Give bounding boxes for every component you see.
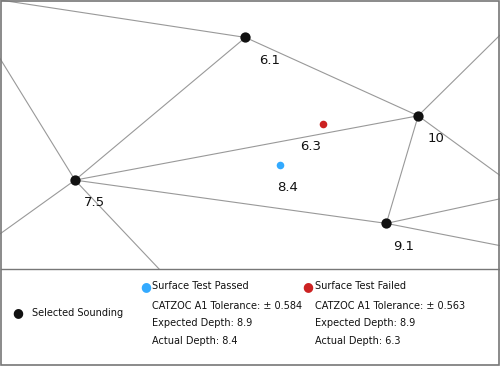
Text: Surface Test Failed: Surface Test Failed (315, 281, 406, 291)
Text: Expected Depth: 8.9: Expected Depth: 8.9 (152, 318, 253, 328)
Text: 7.5: 7.5 (84, 197, 105, 209)
Text: CATZOC A1 Tolerance: ± 0.563: CATZOC A1 Tolerance: ± 0.563 (315, 301, 465, 311)
Text: Surface Test Passed: Surface Test Passed (152, 281, 249, 291)
Text: Expected Depth: 8.9: Expected Depth: 8.9 (315, 318, 415, 328)
Point (318, 121, 326, 127)
Text: 9.1: 9.1 (393, 240, 414, 253)
Text: ●: ● (12, 306, 24, 319)
Point (382, 220, 390, 226)
Text: Selected Sounding: Selected Sounding (32, 308, 124, 318)
Point (71, 177, 79, 183)
Text: Actual Depth: 8.4: Actual Depth: 8.4 (152, 336, 238, 346)
Text: 6.1: 6.1 (259, 54, 280, 67)
Point (242, 34, 250, 40)
Text: ●: ● (302, 280, 314, 293)
Text: ●: ● (140, 280, 151, 293)
Point (276, 162, 283, 168)
Text: 6.3: 6.3 (300, 140, 321, 153)
Point (414, 113, 422, 119)
Text: 8.4: 8.4 (278, 181, 298, 194)
Text: 10: 10 (428, 132, 444, 145)
Text: CATZOC A1 Tolerance: ± 0.584: CATZOC A1 Tolerance: ± 0.584 (152, 301, 302, 311)
Text: Actual Depth: 6.3: Actual Depth: 6.3 (315, 336, 400, 346)
